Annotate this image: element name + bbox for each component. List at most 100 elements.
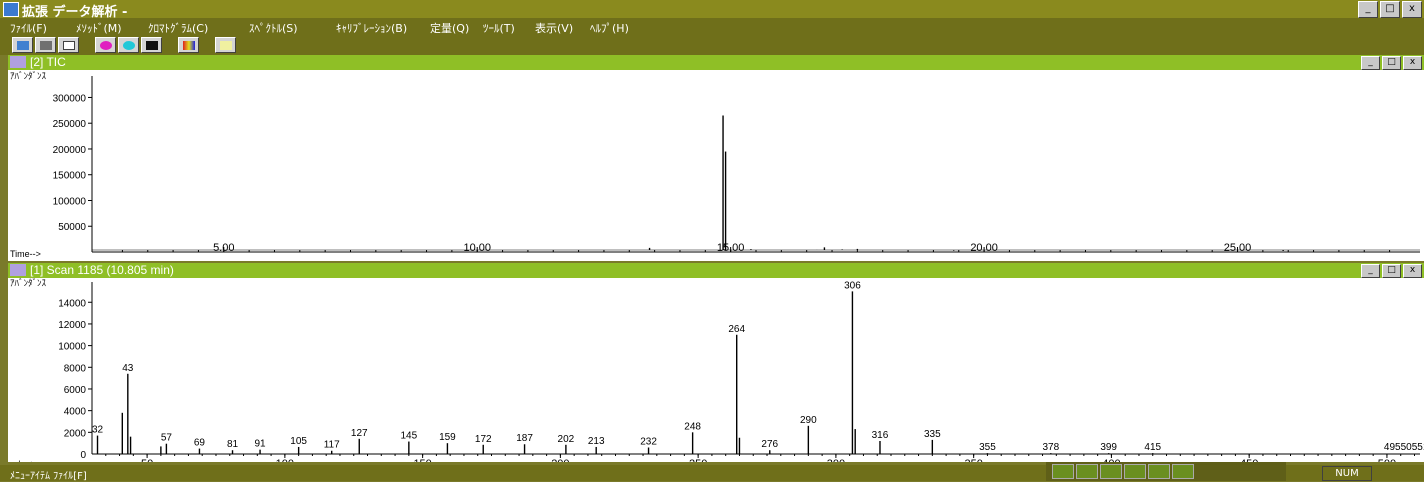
cyan-circle-icon [123,41,135,50]
paint-icon[interactable] [1124,464,1146,479]
spectrum-peak-label: 335 [924,429,941,440]
num-lock-indicator: NUM [1322,466,1372,481]
window-icon[interactable] [1148,464,1170,479]
menu-spectrum[interactable]: ｽﾍﾟｸﾄﾙ(S) [249,22,298,35]
scan-y-tick-label: 4000 [64,407,87,418]
scan-x-tick-label: 450 [1240,458,1258,462]
scan-x-tick-label: 150 [413,458,431,462]
spectrum-peak-label: 117 [324,440,340,451]
scan-y-tick-label: 12000 [58,320,86,331]
spectrum-peak-label: 69 [194,438,206,449]
scan-close-button[interactable]: x [1403,264,1422,278]
print-button[interactable] [35,37,56,53]
tic-minimize-button[interactable]: _ [1361,56,1380,70]
magenta-circle-icon [100,41,112,50]
spectrum-peak-label: 202 [558,434,575,445]
tic-maximize-button[interactable]: □ [1382,56,1401,70]
spectrum-peak-label: 81 [227,439,239,450]
scan-pane: [1] Scan 1185 (10.805 min) _ □ x ｱﾊﾞﾝﾀﾞﾝ… [8,263,1424,462]
spectrum-peak-label: 232 [640,436,657,447]
tic-pane-title-bar: [2] TIC _ □ x [8,55,1424,70]
scan-pane-controls: _ □ x [1361,264,1422,278]
maximize-button[interactable]: □ [1380,1,1400,18]
close-button[interactable]: x [1402,1,1422,18]
spectrum-peak-label: 127 [351,428,368,439]
menu-quant[interactable]: 定量(Q) [430,22,470,35]
tic-x-tick-label: 10.00 [463,242,491,254]
spectrum-peak-label: 378 [1042,442,1059,453]
app-icon [3,2,19,17]
tic-y-axis-label: ｱﾊﾞﾝﾀﾞﾝｽ [10,71,47,81]
spectrum-peak-label: 213 [588,436,605,447]
scan-y-tick-label: 14000 [58,298,86,309]
scan-y-tick-label: 2000 [64,428,87,439]
scan-chart[interactable]: ｱﾊﾞﾝﾀﾞﾝｽ 2000 4000 6000 8000 10000 12000 14000 0… [8,278,1424,462]
spectrum-peak-label: 264 [728,324,745,335]
spectrum-peak-label: 276 [761,439,778,450]
tic-pane-title: [2] TIC [30,55,66,69]
tic-x-tick-label: 20.00 [970,242,998,254]
tic-close-button[interactable]: x [1403,56,1422,70]
tic-pane-controls: _ □ x [1361,56,1422,70]
spectrum-peak-label: 306 [844,280,861,291]
spectrum-peak-label: 145 [401,431,418,442]
spectrum-peak-label: 43 [122,363,134,374]
tic-y-tick-label: 300000 [53,93,87,104]
menu-view[interactable]: 表示(V) [535,22,574,35]
spectrum-peak-label: 399 [1100,442,1117,453]
menu-calibration[interactable]: ｷｬﾘﾌﾞﾚｰｼｮﾝ(B) [336,22,408,35]
scan-pane-title: [1] Scan 1185 (10.805 min) [30,263,174,277]
tic-y-tick-label: 150000 [53,171,87,182]
spectrum-peak-label: 32 [92,425,104,436]
scan-maximize-button[interactable]: □ [1382,264,1401,278]
spectrum-peak-label: 187 [516,433,533,444]
menu-tools[interactable]: ﾂｰﾙ(T) [483,22,515,35]
a-icon[interactable] [1052,464,1074,479]
menu-help[interactable]: ﾍﾙﾌﾟ(H) [590,22,629,35]
spectrum-peak-label: 248 [684,421,701,432]
spectrum-peak-label: 172 [475,434,492,445]
shuffle-icon[interactable] [1100,464,1122,479]
help-button[interactable] [215,37,236,53]
system-tray [1046,462,1286,481]
copy-icon [63,41,75,50]
palette-button[interactable] [178,37,199,53]
tic-x-tick-label: 15.00 [717,242,745,254]
scan-minimize-button[interactable]: _ [1361,264,1380,278]
scan-x-axis-label: m/z--> [10,459,36,462]
tic-y-tick-label: 50000 [58,222,86,233]
scan-x-tick-label: 400 [1102,458,1120,462]
menu-bar: ﾌｧｲﾙ(F) ﾒｿｯﾄﾞ(M) ｸﾛﾏﾄｸﾞﾗﾑ(C) ｽﾍﾟｸﾄﾙ(S) ｷ… [0,18,1424,35]
status-text: ﾒﾆｭｰｱｲﾃﾑ ﾌｧｲﾙ[F] [10,471,87,482]
spectrum-peak-label: 316 [872,430,889,441]
scan-x-tick-label: 300 [827,458,845,462]
spectrum-peak-label: 415 [1144,442,1161,453]
spectrum-annotation: 495505515 [1384,442,1424,453]
toolbar [0,35,1424,55]
open-button[interactable] [12,37,33,53]
title-bar: 拡張 データ解析 - _ □ x [0,0,1424,20]
network-icon[interactable] [1172,464,1194,479]
magenta-button[interactable] [95,37,116,53]
spectrum-icon [10,264,26,276]
tic-pane: [2] TIC _ □ x ｱﾊﾞﾝﾀﾞﾝｽ 50000 100000 150000 2… [8,55,1424,261]
window-controls: _ □ x [1358,1,1422,18]
open-folder-icon [17,41,29,50]
menu-file[interactable]: ﾌｧｲﾙ(F) [10,22,47,35]
scan-y-tick-label: 0 [80,450,86,461]
menu-chromatogram[interactable]: ｸﾛﾏﾄｸﾞﾗﾑ(C) [148,22,209,35]
scan-x-tick-label: 100 [276,458,294,462]
scan-x-tick-label: 350 [964,458,982,462]
tic-y-tick-label: 250000 [53,119,87,130]
spectrum-peak-label: 290 [800,415,817,426]
minimize-button[interactable]: _ [1358,1,1378,18]
tic-chart[interactable]: ｱﾊﾞﾝﾀﾞﾝｽ 50000 100000 150000 200000 250000 300… [8,70,1424,261]
cyan-button[interactable] [118,37,139,53]
scan-y-tick-label: 6000 [64,385,87,396]
r8-icon[interactable] [1076,464,1098,479]
spectrum-peak-label: 91 [255,439,267,450]
menu-method[interactable]: ﾒｿｯﾄﾞ(M) [76,22,122,35]
spectrum-peak-label: 57 [161,433,173,444]
black-bar-button[interactable] [141,37,162,53]
copy-button[interactable] [58,37,79,53]
